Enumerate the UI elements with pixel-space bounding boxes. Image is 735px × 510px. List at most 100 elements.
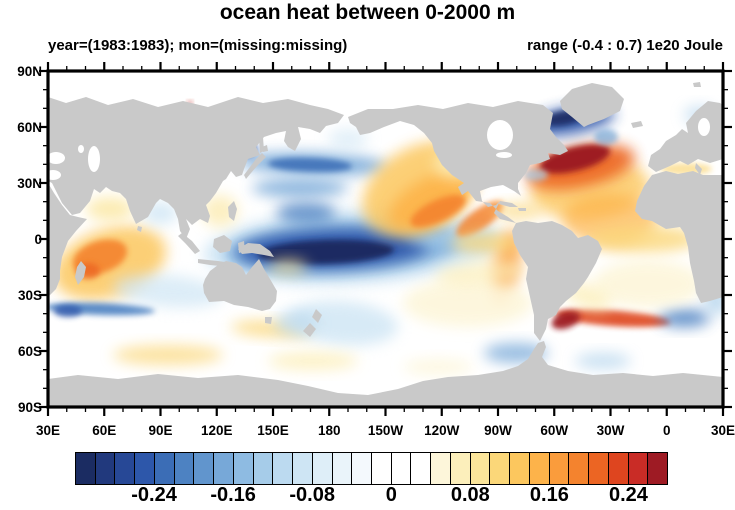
land-sulawesi (238, 241, 245, 253)
land-africa-east (48, 183, 87, 297)
y-axis-label-30N: 30N (17, 175, 42, 191)
lake-aral-sea (78, 145, 84, 153)
anomaly-southern-ocean-cool (575, 353, 631, 369)
anomaly-northeast-pacific-warm-mid (388, 172, 472, 230)
colorbar-cell-23 (529, 453, 550, 484)
colorbar-cell-0 (76, 453, 96, 484)
x-axis-label-5-180: 180 (317, 423, 341, 438)
colorbar-label--0.08: -0.08 (289, 484, 335, 506)
colorbar-cell-7 (214, 453, 234, 484)
land-hispaniola (518, 208, 526, 211)
land-layer (48, 82, 723, 407)
land-java (198, 259, 232, 267)
colorbar-cell-21 (490, 453, 511, 484)
anomaly-south-indian-cool-spot (54, 305, 82, 317)
x-axis-label-1-60E: 60E (92, 423, 117, 438)
x-axis-label-7-120W: 120W (424, 423, 460, 438)
plot-frame (46, 69, 725, 409)
colorbar-cell-29 (648, 453, 668, 484)
x-axis-label-12-30E: 30E (710, 423, 735, 438)
colorbar-cell-19 (450, 453, 471, 484)
anomaly-equatorial-east-pacific-warm (451, 233, 521, 253)
land-philippines (228, 201, 237, 221)
land-eurasia (48, 97, 344, 239)
world-heat-map (39, 62, 732, 416)
land-ireland (673, 143, 680, 151)
colorbar-cell-28 (628, 453, 649, 484)
page-title: ocean heat between 0-2000 m (219, 1, 516, 24)
land-tasmania (265, 317, 272, 324)
x-axis-label-0-30E: 30E (35, 423, 61, 438)
colorbar-cell-12 (312, 453, 333, 484)
colorbar-label--0.16: -0.16 (210, 484, 256, 506)
lake-baltic-sea (698, 118, 710, 136)
anomaly-iceland-basin-cool (594, 129, 618, 145)
anomaly-central-america-coast-warm (456, 200, 504, 238)
land-iceland (631, 121, 643, 128)
colorbar-cell-25 (569, 453, 590, 484)
land-south-america (512, 221, 602, 341)
colorbar-cell-3 (135, 453, 155, 484)
colorbar-cell-5 (174, 453, 195, 484)
x-axis-label-6-150W: 150W (367, 423, 404, 438)
anomaly-southern-ocean-warm-3 (403, 359, 473, 375)
colorbar-cell-2 (115, 453, 136, 484)
lake-hudson-bay (487, 120, 513, 150)
colorbar-cell-17 (411, 453, 432, 484)
anomaly-west-pacific-warm-patch (202, 195, 238, 227)
colorbar-label-0: 0 (385, 484, 397, 506)
land-greenland (560, 83, 624, 127)
colorbar-cell-27 (608, 453, 629, 484)
land-italy (695, 163, 702, 175)
y-axis-label-90S: 90S (17, 399, 42, 415)
anomaly-argentine-basin-warm-core (551, 310, 581, 330)
lake-levantine-sea (48, 170, 61, 180)
x-axis-label-9-60W: 60W (540, 423, 569, 438)
y-axis-label-30S: 30S (17, 287, 42, 303)
colorbar-cell-16 (391, 453, 412, 484)
land-australia (203, 259, 277, 311)
colorbar-cell-24 (549, 453, 570, 484)
anomaly-southeast-indian-cool (113, 274, 223, 308)
colorbar-label-0.08: 0.08 (450, 484, 490, 506)
colorbar-cell-13 (332, 453, 353, 484)
y-axis-label-60S: 60S (17, 343, 42, 359)
colorbar-cell-6 (194, 453, 215, 484)
colorbar-cell-22 (510, 453, 530, 484)
anomaly-bering-sea-cool (328, 129, 368, 149)
anomaly-south-pacific-warm-faint (435, 260, 525, 286)
colorbar-cell-1 (95, 453, 116, 484)
colorbar-cell-14 (352, 453, 373, 484)
colorbar-label-0.24: 0.24 (608, 484, 648, 506)
anomaly-southern-ocean-warm-1 (113, 345, 223, 365)
anomaly-northeast-pacific-warm-core (410, 194, 466, 228)
anomaly-gulf-stream-warm-core (539, 144, 611, 174)
subtitle-right: range (-0.4 : 0.7) 1e20 Joule (527, 37, 723, 54)
x-axis-label-10-30W: 30W (596, 423, 625, 438)
land-japan (244, 153, 266, 179)
anomaly-south-atlantic-warm-faint (593, 260, 703, 308)
anomaly-coral-sea-warm (268, 259, 308, 275)
colorbar (75, 452, 668, 485)
land-antarctica (48, 341, 723, 407)
x-axis-label-2-90E: 90E (148, 423, 173, 438)
anomaly-agulhas-cool-patch (658, 309, 710, 327)
colorbar-cell-9 (253, 453, 274, 484)
x-axis-label-11-0: 0 (662, 423, 671, 438)
anomaly-us-east-coast-cool-spot (524, 169, 548, 181)
land-sri-lanka (137, 226, 142, 232)
land-great-britain (682, 133, 694, 155)
lake-caspian-sea (88, 146, 100, 172)
anomaly-equatorial-pacific-cool-core (258, 239, 394, 265)
anomaly-southeast-pacific-warm-faint (403, 279, 533, 327)
land-hokkaido (262, 145, 268, 152)
y-axis-label-0: 0 (34, 231, 42, 247)
colorbar-cell-4 (154, 453, 175, 484)
x-axis-label-8-90W: 90W (484, 423, 512, 438)
anomaly-north-pacific-cool-patch-14n (276, 202, 336, 224)
x-axis-label-3-120E: 120E (200, 423, 233, 438)
land-svalbard (693, 82, 701, 87)
colorbar-cell-10 (273, 453, 294, 484)
anomaly-arabian-sea-warm (86, 197, 134, 221)
